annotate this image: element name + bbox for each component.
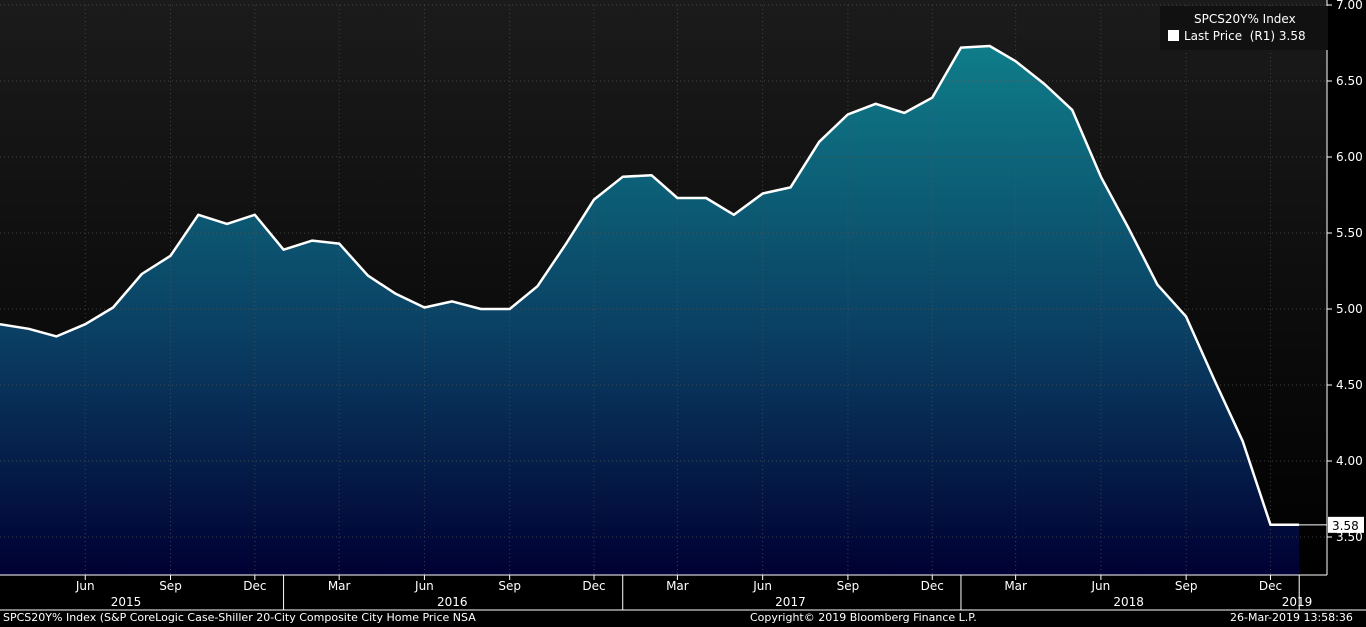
x-year-label: 2017 bbox=[775, 595, 806, 609]
x-tick-label: Sep bbox=[837, 579, 860, 593]
y-tick-label: 6.50 bbox=[1336, 74, 1363, 88]
x-tick-label: Jun bbox=[1091, 579, 1111, 593]
x-axis-background bbox=[0, 575, 1366, 627]
footer-security-description: SPCS20Y% Index (S&P CoreLogic Case-Shill… bbox=[3, 611, 476, 624]
x-tick-label: Mar bbox=[328, 579, 351, 593]
y-tick-label: 7.00 bbox=[1336, 0, 1363, 12]
legend-entry-value: 3.58 bbox=[1278, 29, 1306, 43]
y-tick-label: 3.50 bbox=[1336, 530, 1363, 544]
x-tick-label: Jun bbox=[752, 579, 772, 593]
legend-entry: Last Price (R1) 3.58 bbox=[1168, 29, 1306, 43]
x-tick-label: Dec bbox=[1259, 579, 1282, 593]
x-tick-label: Sep bbox=[1175, 579, 1198, 593]
legend-swatch-icon bbox=[1168, 30, 1179, 41]
last-value-label: 3.58 bbox=[1332, 519, 1359, 533]
x-year-label: 2016 bbox=[437, 595, 468, 609]
x-tick-label: Dec bbox=[582, 579, 605, 593]
x-tick-label: Jun bbox=[414, 579, 434, 593]
x-tick-label: Sep bbox=[159, 579, 182, 593]
x-tick-label: Dec bbox=[243, 579, 266, 593]
footer-copyright: Copyright© 2019 Bloomberg Finance L.P. bbox=[750, 611, 977, 624]
x-tick-label: Dec bbox=[921, 579, 944, 593]
y-tick-label: 5.50 bbox=[1336, 226, 1363, 240]
legend: SPCS20Y% Index Last Price (R1) 3.58 bbox=[1160, 6, 1328, 50]
x-year-label: 2015 bbox=[111, 595, 142, 609]
y-tick-label: 5.00 bbox=[1336, 302, 1363, 316]
series-line bbox=[0, 44, 1300, 527]
y-tick-label: 4.50 bbox=[1336, 378, 1363, 392]
y-axis-background bbox=[1327, 0, 1366, 575]
x-year-label: 2019 bbox=[1282, 595, 1313, 609]
legend-entry-label: Last Price bbox=[1184, 29, 1243, 43]
x-tick-label: Sep bbox=[498, 579, 521, 593]
x-year-label: 2018 bbox=[1113, 595, 1144, 609]
last-value-box bbox=[1328, 516, 1364, 533]
x-tick-label: Mar bbox=[1004, 579, 1027, 593]
y-tick-label: 6.00 bbox=[1336, 150, 1363, 164]
x-tick-label: Jun bbox=[75, 579, 95, 593]
y-tick-label: 4.00 bbox=[1336, 454, 1363, 468]
series-area bbox=[0, 46, 1300, 575]
legend-entry-axis: (R1) bbox=[1249, 29, 1276, 43]
x-tick-label: Mar bbox=[666, 579, 689, 593]
legend-title: SPCS20Y% Index bbox=[1194, 12, 1296, 26]
footer-timestamp: 26-Mar-2019 13:58:36 bbox=[1230, 611, 1353, 624]
